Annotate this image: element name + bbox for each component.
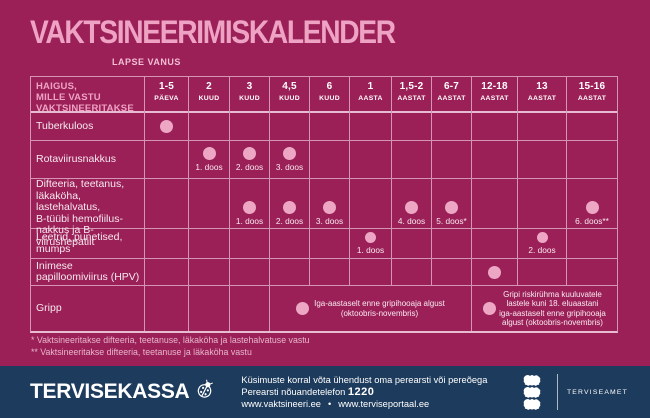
tervisekassa-logo: TERVISEKASSA (30, 379, 217, 404)
dose-label: 1. doos (195, 162, 223, 172)
column-header-12-18-aastat: 12-18 AASTAT (472, 77, 518, 114)
contact-line-1: Küsimuste korral võta ühendust oma perea… (241, 374, 488, 385)
column-header-4-5-kuud: 4,5 KUUD (270, 77, 310, 114)
table-row-tuberkuloos: Tuberkuloos (31, 113, 617, 141)
column-header-13-aastat: 13 AASTAT (518, 77, 567, 114)
contact-links: www.vaktsineeri.ee • www.terviseportaal.… (241, 398, 487, 411)
column-header-2-kuud: 2 KUUD (189, 77, 230, 114)
column-header-3-kuud: 3 KUUD (230, 77, 270, 114)
corner-label: HAIGUS, MILLE VASTU VAKTSINEERITAKSE (36, 81, 134, 114)
footnote-2: ** Vaktsineeritakse difteeria, teetanuse… (31, 346, 252, 357)
contact-info: Küsimuste korral võta ühendust oma perea… (241, 374, 487, 411)
table-row-leetrid: Leetrid, punetised, mumps 1. doos 2. doo… (31, 229, 617, 259)
dose-dot (323, 201, 336, 214)
agency-name: TERVISEAMET (566, 388, 628, 396)
coat-of-arms-icon (523, 375, 541, 410)
dose-dot (365, 232, 376, 243)
footnote-1: * Vaktsineeritakse difteeria, teetanuse,… (31, 335, 310, 345)
phone-number: 1220 (347, 385, 375, 398)
table-row-difteeria: Difteeria, teetanus, läkaköha, lastehalv… (31, 178, 617, 248)
row-label: Difteeria, teetanus, läkaköha, lastehalv… (36, 178, 125, 248)
bullet-separator: • (327, 398, 332, 409)
age-axis-label: LAPSE VANUS (112, 57, 181, 67)
dose-dot (488, 265, 501, 279)
link-vaktsineeri: www.vaktsineeri.ee (241, 398, 321, 409)
dose-dot (405, 201, 418, 214)
row-label: Inimese papilloomiviirus (HPV) (36, 259, 140, 283)
row-label: Leetrid, punetised, mumps (36, 231, 123, 255)
dose-dot (445, 201, 458, 214)
dose-dot (202, 147, 216, 160)
dose-label: 2. doos (528, 245, 556, 255)
footer-bar: TERVISEKASSA Küsimuste korral võta ühend… (0, 366, 650, 418)
dose-dot (243, 201, 256, 214)
footnotes: * Vaktsineeritakse difteeria, teetanuse,… (31, 335, 310, 358)
table-corner-cell: HAIGUS, MILLE VASTU VAKTSINEERITAKSE (31, 77, 145, 114)
column-header-6-kuud: 6 KUUD (310, 77, 350, 114)
brand-name: TERVISEKASSA (30, 380, 190, 403)
row-label: Gripp (36, 301, 62, 314)
dose-dot (283, 201, 296, 214)
vaccination-table: HAIGUS, MILLE VASTU VAKTSINEERITAKSE 1-5… (30, 76, 618, 333)
table-row-rotaviirusnakkus: Rotaviirusnakkus 1. doos 2. doos 3. doos (31, 141, 617, 179)
dose-dot (296, 302, 310, 315)
column-header-6-7-aastat: 6-7 AASTAT (432, 77, 472, 114)
column-header-1-5-paeva: 1-5 PÄEVA (145, 77, 189, 114)
dose-dot (160, 120, 173, 133)
table-row-gripp: Gripp Iga-aastaselt enne gripihooaja alg… (31, 286, 617, 331)
column-header-1-aasta: 1 AASTA (350, 77, 392, 114)
dose-label: 1. doos (356, 245, 385, 255)
table-row-hpv: Inimese papilloomiviirus (HPV) (31, 259, 617, 286)
dose-label: 3. doos (275, 162, 304, 172)
column-header-1-5-2-aastat: 1,5-2 AASTAT (392, 77, 432, 114)
dose-label: 5. doos* (436, 216, 467, 226)
gripp-riskgroup-cell: Gripi riskirühma kuuluvatele lastele kun… (472, 286, 617, 331)
gripp-riskgroup-note: Gripi riskirühma kuuluvatele lastele kun… (499, 289, 606, 328)
dose-dot (483, 302, 497, 315)
dose-dot (536, 232, 548, 243)
ladybug-icon (198, 379, 214, 398)
divider (556, 374, 558, 410)
gripp-annual-note: Iga-aastaselt enne gripihooaja algust (o… (314, 299, 445, 318)
dose-dot (585, 201, 599, 214)
dose-dot (243, 147, 256, 160)
dose-label: 2. doos (275, 216, 304, 226)
dose-label: 6. doos** (575, 216, 609, 226)
column-header-15-16-aastat: 15-16 AASTAT (577, 81, 607, 102)
row-label: Rotaviirusnakkus (36, 152, 116, 165)
table-header-row: HAIGUS, MILLE VASTU VAKTSINEERITAKSE 1-5… (31, 77, 617, 114)
dose-label: 4. doos (397, 216, 426, 226)
terviseamet-logo: TERVISEAMET (522, 373, 628, 411)
dose-dot (283, 147, 296, 160)
gripp-annual-cell: Iga-aastaselt enne gripihooaja algust (o… (270, 286, 472, 331)
page-title: VAKTSINEERIMISKALENDER (30, 14, 396, 50)
row-label: Tuberkuloos (36, 119, 94, 132)
dose-label: 3. doos (315, 216, 344, 226)
dose-label: 2. doos (235, 162, 264, 172)
dose-label: 1. doos (235, 216, 264, 226)
contact-line-2: Perearsti nõuandetelefon 1220 (241, 385, 375, 398)
link-terviseportaal: www.terviseportaal.ee (338, 398, 430, 409)
